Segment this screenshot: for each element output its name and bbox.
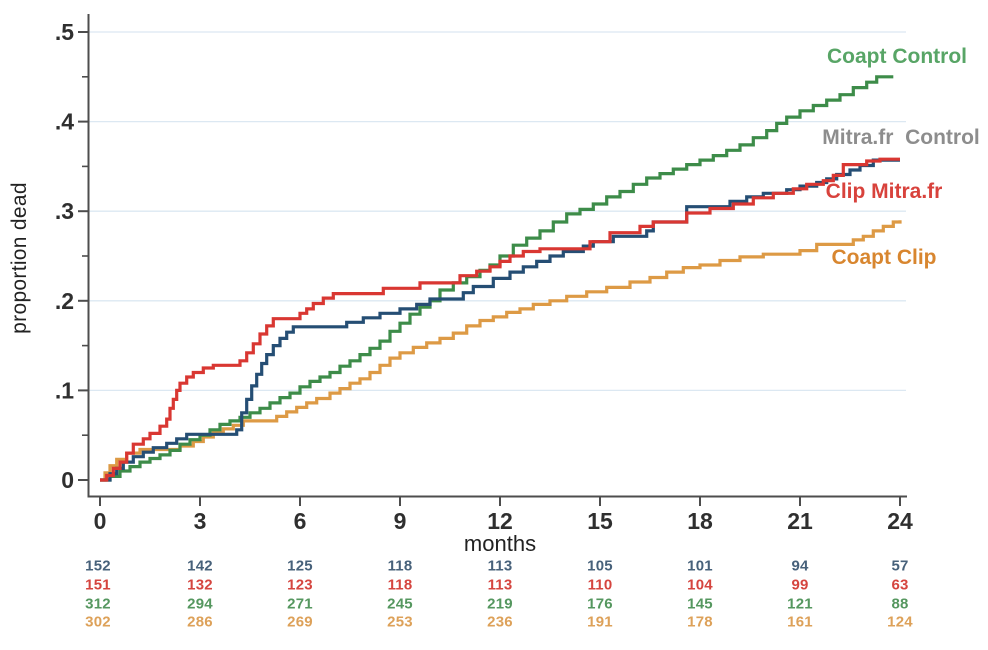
risk-value: 125 bbox=[287, 557, 313, 575]
risk-value: 63 bbox=[891, 576, 909, 594]
risk-value: 101 bbox=[687, 557, 713, 575]
risk-value: 118 bbox=[387, 557, 413, 575]
risk-value: 132 bbox=[187, 576, 213, 594]
risk-value: 161 bbox=[787, 613, 813, 631]
risk-value: 142 bbox=[187, 557, 213, 575]
risk-value: 294 bbox=[187, 595, 213, 613]
risk-value: 152 bbox=[85, 557, 111, 575]
survival-curve-coapt-control bbox=[100, 75, 894, 482]
risk-value: 118 bbox=[387, 576, 413, 594]
y-tick-label: .3 bbox=[55, 198, 74, 224]
y-axis-title: proportion dead bbox=[8, 182, 31, 334]
risk-value: 123 bbox=[287, 576, 313, 594]
survival-curve-clip-mitra-fr bbox=[100, 157, 900, 482]
risk-value: 151 bbox=[85, 576, 111, 594]
x-tick-label: 0 bbox=[94, 508, 107, 534]
risk-value: 99 bbox=[791, 576, 809, 594]
x-tick-label: 6 bbox=[294, 508, 307, 534]
risk-value: 124 bbox=[887, 613, 913, 631]
curve-label-coapt-control: Coapt Control bbox=[827, 45, 967, 68]
x-tick-label: 24 bbox=[887, 508, 913, 534]
risk-value: 312 bbox=[85, 595, 111, 613]
survival-curve-coapt-clip bbox=[100, 220, 902, 482]
risk-value: 113 bbox=[487, 576, 513, 594]
risk-value: 269 bbox=[287, 613, 313, 631]
x-tick-label: 3 bbox=[194, 508, 207, 534]
y-tick-label: 0 bbox=[61, 467, 74, 493]
x-axis-title: months bbox=[463, 531, 537, 556]
risk-value: 121 bbox=[787, 595, 813, 613]
risk-value: 219 bbox=[487, 595, 513, 613]
risk-value: 191 bbox=[587, 613, 613, 631]
risk-value: 253 bbox=[387, 613, 413, 631]
risk-value: 302 bbox=[85, 613, 111, 631]
risk-value: 271 bbox=[287, 595, 313, 613]
risk-value: 110 bbox=[587, 576, 613, 594]
risk-value: 104 bbox=[687, 576, 713, 594]
risk-value: 236 bbox=[487, 613, 513, 631]
risk-value: 178 bbox=[687, 613, 713, 631]
risk-value: 105 bbox=[587, 557, 613, 575]
risk-value: 145 bbox=[687, 595, 713, 613]
risk-value: 286 bbox=[187, 613, 213, 631]
y-tick-label: .4 bbox=[55, 109, 74, 135]
risk-value: 176 bbox=[587, 595, 613, 613]
risk-value: 245 bbox=[387, 595, 413, 613]
risk-value: 94 bbox=[791, 557, 809, 575]
curve-label-clip-mitrafr: Clip Mitra.fr bbox=[825, 180, 943, 203]
curve-label-mitrafr-control: Mitra.fr Control bbox=[822, 126, 980, 149]
risk-value: 57 bbox=[891, 557, 909, 575]
x-tick-label: 15 bbox=[587, 508, 613, 534]
x-tick-label: 18 bbox=[687, 508, 713, 534]
y-tick-label: .2 bbox=[55, 288, 74, 314]
risk-value: 113 bbox=[487, 557, 513, 575]
x-tick-label: 12 bbox=[487, 508, 513, 534]
x-tick-label: 9 bbox=[394, 508, 407, 534]
curve-label-coapt-clip: Coapt Clip bbox=[831, 246, 937, 269]
survival-curve-mitra-fr-control bbox=[100, 158, 900, 482]
y-tick-label: .5 bbox=[55, 19, 74, 45]
x-tick-label: 21 bbox=[787, 508, 813, 534]
y-tick-label: .1 bbox=[55, 377, 74, 403]
risk-value: 88 bbox=[891, 595, 909, 613]
